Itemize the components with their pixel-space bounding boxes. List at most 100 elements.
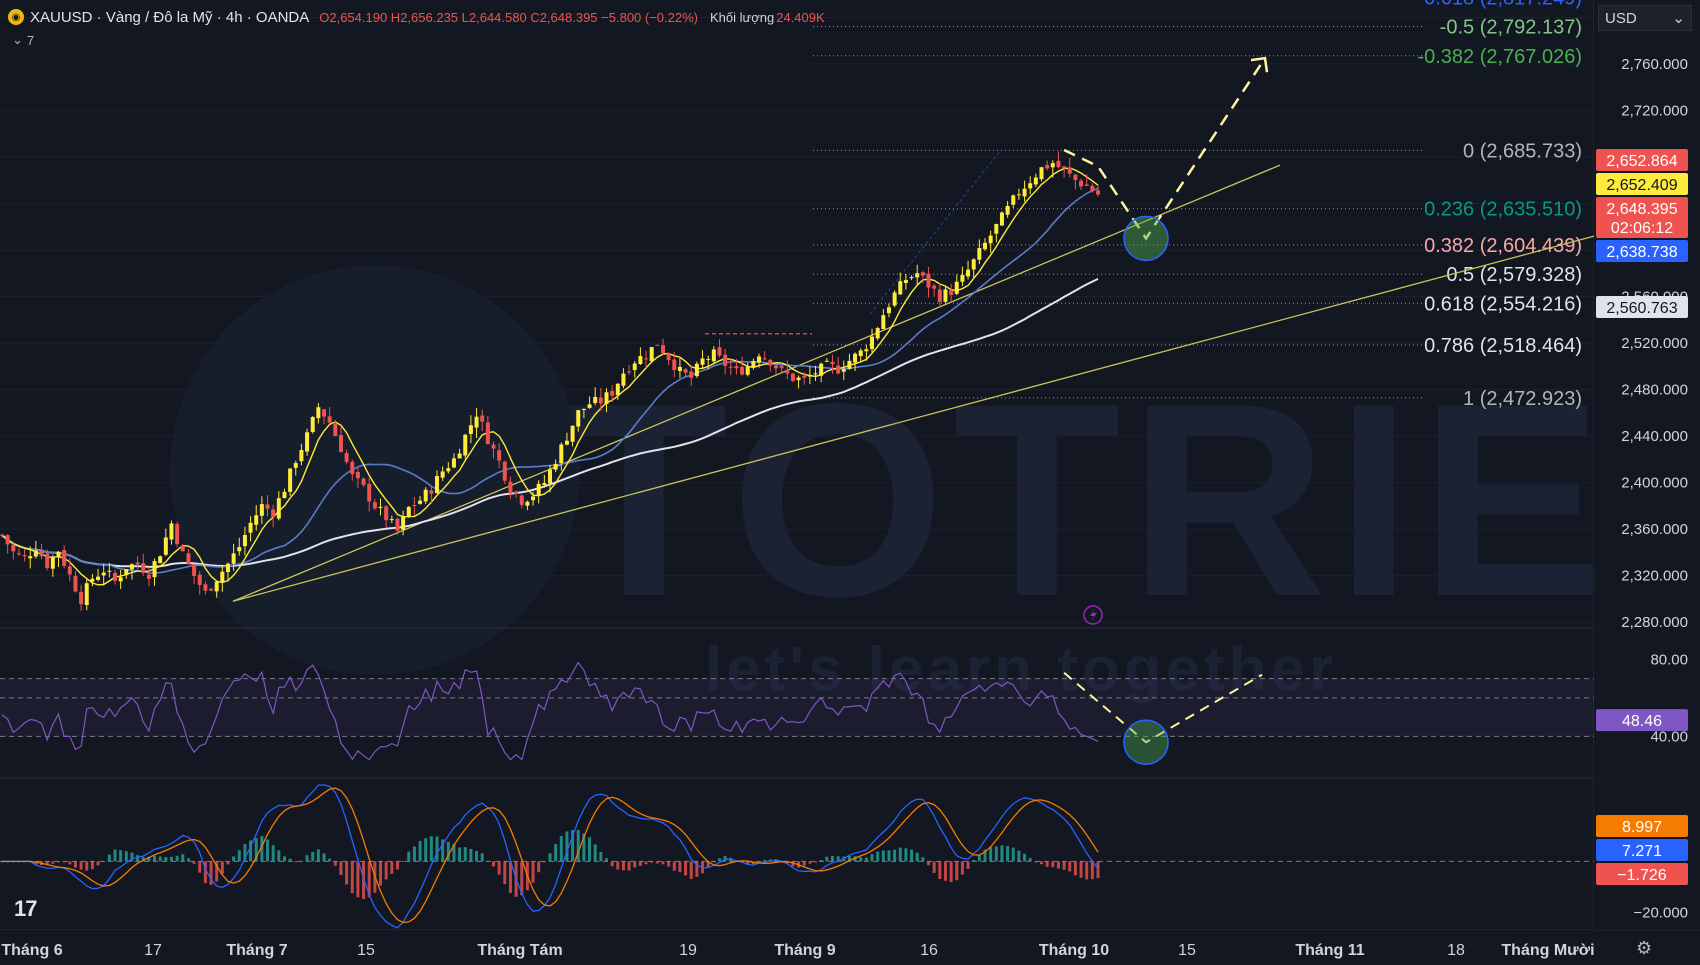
macd-value-text: 7.271 xyxy=(1622,843,1662,860)
macd-histogram-bar xyxy=(305,855,309,862)
time-axis[interactable]: Tháng 6 17 Tháng 7 15 Tháng Tám 19 Tháng 9 16 Th… xyxy=(0,930,1595,965)
currency-value: USD xyxy=(1605,9,1637,27)
rsi-value-text: 48.46 xyxy=(1622,713,1662,730)
macd-histogram-bar xyxy=(407,851,411,862)
macd-histogram-bar xyxy=(1056,861,1060,869)
candle-body xyxy=(536,483,541,496)
candle-body xyxy=(728,366,733,368)
macd-histogram-bar xyxy=(1028,858,1032,862)
candle-body xyxy=(254,515,259,525)
macd-histogram-bar xyxy=(124,851,128,862)
macd-histogram-bar xyxy=(655,861,659,864)
candle-body xyxy=(892,292,897,306)
candle-body xyxy=(11,544,16,552)
macd-histogram-bar xyxy=(497,861,501,875)
macd-histogram-bar xyxy=(1011,847,1015,862)
macd-histogram-bar xyxy=(717,858,721,862)
macd-histogram-bar xyxy=(181,854,185,862)
macd-histogram-bar xyxy=(480,853,484,862)
candle-body xyxy=(655,344,660,346)
candle-body xyxy=(909,277,914,279)
candle-body xyxy=(225,563,230,573)
macd-histogram-bar xyxy=(904,848,908,862)
candle-body xyxy=(73,575,78,592)
time-axis-label: Tháng Tám xyxy=(477,942,562,959)
candle-body xyxy=(497,450,502,461)
macd-histogram-bar xyxy=(452,843,456,862)
candle-body xyxy=(231,553,236,564)
candle-body xyxy=(666,353,671,360)
macd-histogram-bar xyxy=(695,861,699,877)
macd-histogram-bar xyxy=(441,839,445,862)
symbol-title[interactable]: XAUUSD · Vàng / Đô la Mỹ · 4h · OANDA xyxy=(30,8,310,26)
candle-body xyxy=(401,516,406,530)
macd-histogram-bar xyxy=(621,861,625,871)
candle-body xyxy=(276,498,281,519)
macd-histogram-bar xyxy=(859,857,863,862)
candle-body xyxy=(406,506,411,517)
macd-histogram-bar xyxy=(277,850,281,862)
target-zone-marker xyxy=(1123,215,1169,262)
time-axis-label: 19 xyxy=(679,942,697,959)
macd-histogram-bar xyxy=(1062,861,1066,870)
macd-histogram-bar xyxy=(153,855,157,862)
price-badge-text: 2,560.763 xyxy=(1606,300,1677,317)
candle-body xyxy=(660,345,665,354)
macd-histogram-bar xyxy=(486,860,490,862)
candle-body xyxy=(350,461,355,475)
macd-histogram-bar xyxy=(333,861,337,866)
macd-histogram-bar xyxy=(147,856,151,862)
price-axis-label: 2,720.000 xyxy=(1621,102,1688,119)
price-badge xyxy=(1596,216,1688,238)
candle-body xyxy=(740,366,745,375)
candle-body xyxy=(768,359,773,366)
alert-bolt-icon[interactable] xyxy=(1083,605,1103,625)
candle-body xyxy=(1022,188,1027,197)
time-axis-label: Tháng 6 xyxy=(1,942,62,959)
macd-histogram-bar xyxy=(1017,850,1021,862)
macd-histogram-bar xyxy=(1079,861,1083,878)
candle-body xyxy=(180,545,185,552)
candle-body xyxy=(141,563,146,574)
macd-histogram-bar xyxy=(1073,861,1077,876)
macd-histogram-bar xyxy=(661,861,665,865)
candle-body xyxy=(1028,183,1033,189)
macd-histogram-bar xyxy=(537,861,541,873)
candle-body xyxy=(355,472,360,479)
macd-histogram-bar xyxy=(96,861,100,866)
macd-histogram-bar xyxy=(830,856,834,862)
price-axis[interactable]: 2,800.0002,760.0002,720.0002,680.0002,64… xyxy=(1594,0,1700,930)
candle-body xyxy=(367,483,372,502)
macd-histogram-bar xyxy=(107,854,111,862)
candle-body xyxy=(62,550,67,566)
candle-body xyxy=(966,269,971,277)
macd-histogram-bar xyxy=(119,850,123,862)
macd-histogram-bar xyxy=(294,861,298,863)
trendlines xyxy=(232,150,1595,602)
candle-body xyxy=(610,390,615,396)
candle-body xyxy=(1090,185,1095,192)
candle-body xyxy=(248,522,253,533)
currency-selector[interactable]: USD ⌄ xyxy=(1598,5,1692,31)
gear-icon[interactable]: ⚙ xyxy=(1636,938,1653,958)
indicator-toggle[interactable]: ⌄ 7 xyxy=(12,32,34,48)
candle-body xyxy=(67,566,72,575)
rsi-band xyxy=(0,678,1594,737)
macd-histogram-bar xyxy=(644,861,648,865)
candle-body xyxy=(977,248,982,260)
candle-body xyxy=(361,478,366,485)
candle-body xyxy=(1050,163,1055,168)
tradingview-logo[interactable]: 17 xyxy=(14,896,38,921)
macd-histogram-bar xyxy=(520,861,524,896)
macd-histogram-bar xyxy=(1023,853,1027,862)
candle-body xyxy=(1033,177,1038,185)
macd-histogram-bar xyxy=(395,861,399,870)
macd-histogram-bar xyxy=(215,861,219,882)
macd-histogram-bar xyxy=(85,861,89,871)
candle-body xyxy=(463,434,468,456)
candle-body xyxy=(474,416,479,428)
time-axis-label: 17 xyxy=(144,942,162,959)
macd-histogram-bar xyxy=(876,851,880,862)
trendline-long xyxy=(232,235,1595,602)
